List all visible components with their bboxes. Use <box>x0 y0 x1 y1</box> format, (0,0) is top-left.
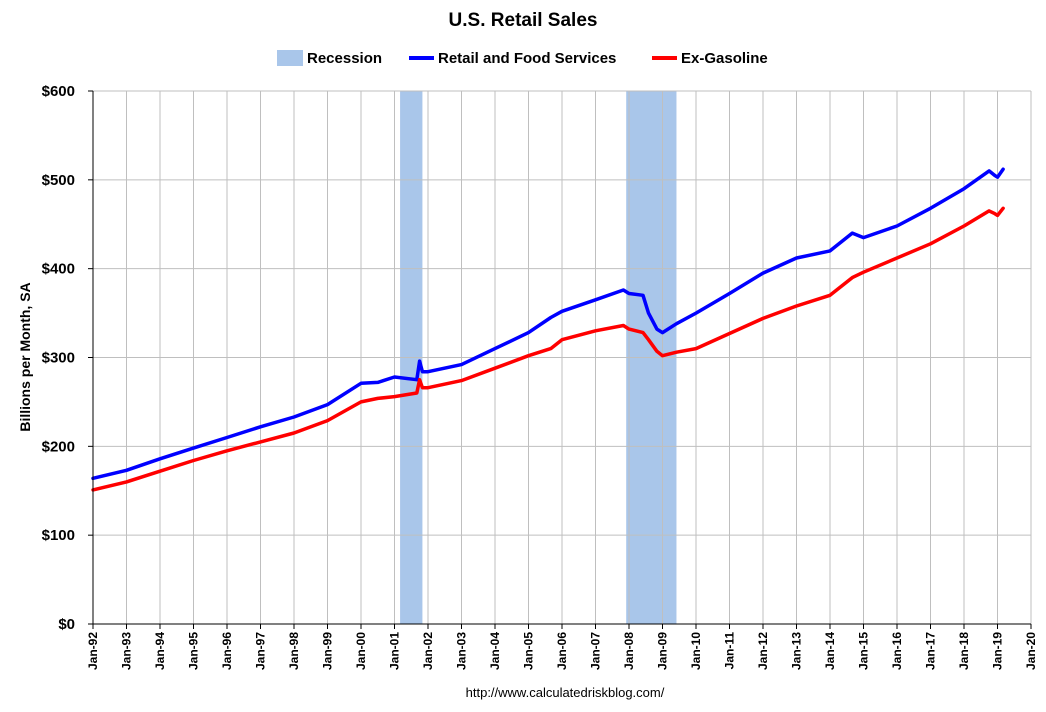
x-tick-label: Jan-95 <box>187 632 201 670</box>
y-axis-title: Billions per Month, SA <box>17 282 33 431</box>
series-lines <box>91 167 1005 492</box>
x-tick-label: Jan-04 <box>488 632 502 670</box>
x-tick-label: Jan-99 <box>321 632 335 670</box>
legend-label-exgas: Ex-Gasoline <box>681 50 768 67</box>
chart-title: U.S. Retail Sales <box>449 10 598 31</box>
x-tick-label: Jan-92 <box>86 632 100 670</box>
y-tick-label: $200 <box>42 438 75 455</box>
x-tick-label: Jan-12 <box>756 632 770 670</box>
x-tick-label: Jan-14 <box>823 632 837 670</box>
series-line-ex-gasoline <box>91 206 1005 492</box>
x-tick-label: Jan-18 <box>957 632 971 670</box>
x-tick-label: Jan-93 <box>120 632 134 670</box>
x-tick-label: Jan-00 <box>354 632 368 670</box>
x-tick-label: Jan-97 <box>254 632 268 670</box>
x-tick-label: Jan-96 <box>220 632 234 670</box>
x-tick-label: Jan-08 <box>622 632 636 670</box>
x-tick-label: Jan-98 <box>287 632 301 670</box>
axes: $0 $100 $200 $300 $400 $500 $600 Jan-92 Jan-93 Ja… <box>42 83 1038 670</box>
legend-label-retail: Retail and Food Services <box>438 50 616 67</box>
y-tick-label: $500 <box>42 172 75 189</box>
series-line-retail-and-food-services <box>91 167 1005 481</box>
legend: Recession Retail and Food Services Ex-Ga… <box>277 50 768 67</box>
y-tick-label: $300 <box>42 350 75 367</box>
x-tick-label: Jan-03 <box>455 632 469 670</box>
legend-label-recession: Recession <box>307 50 382 67</box>
x-tick-label: Jan-17 <box>924 632 938 670</box>
x-tick-label: Jan-01 <box>388 632 402 670</box>
x-tick-label: Jan-07 <box>589 632 603 670</box>
x-tick-label: Jan-16 <box>890 632 904 670</box>
x-tick-label: Jan-09 <box>656 632 670 670</box>
x-tick-label: Jan-11 <box>723 632 737 670</box>
x-tick-label: Jan-06 <box>555 632 569 670</box>
gridlines <box>92 90 1032 625</box>
x-tick-label: Jan-94 <box>153 632 167 670</box>
x-tick-label: Jan-15 <box>857 632 871 670</box>
y-tick-label: $100 <box>42 527 75 544</box>
x-tick-label: Jan-02 <box>421 632 435 670</box>
legend-swatch-recession <box>277 50 303 66</box>
x-tick-label: Jan-05 <box>522 632 536 670</box>
x-tick-label: Jan-13 <box>790 632 804 670</box>
x-tick-label: Jan-10 <box>689 632 703 670</box>
x-tick-label: Jan-19 <box>991 632 1005 670</box>
x-tick-label: Jan-20 <box>1024 632 1038 670</box>
y-tick-label: $0 <box>58 616 75 633</box>
y-tick-label: $400 <box>42 261 75 278</box>
source-url: http://www.calculatedriskblog.com/ <box>466 685 665 700</box>
y-tick-label: $600 <box>42 83 75 100</box>
